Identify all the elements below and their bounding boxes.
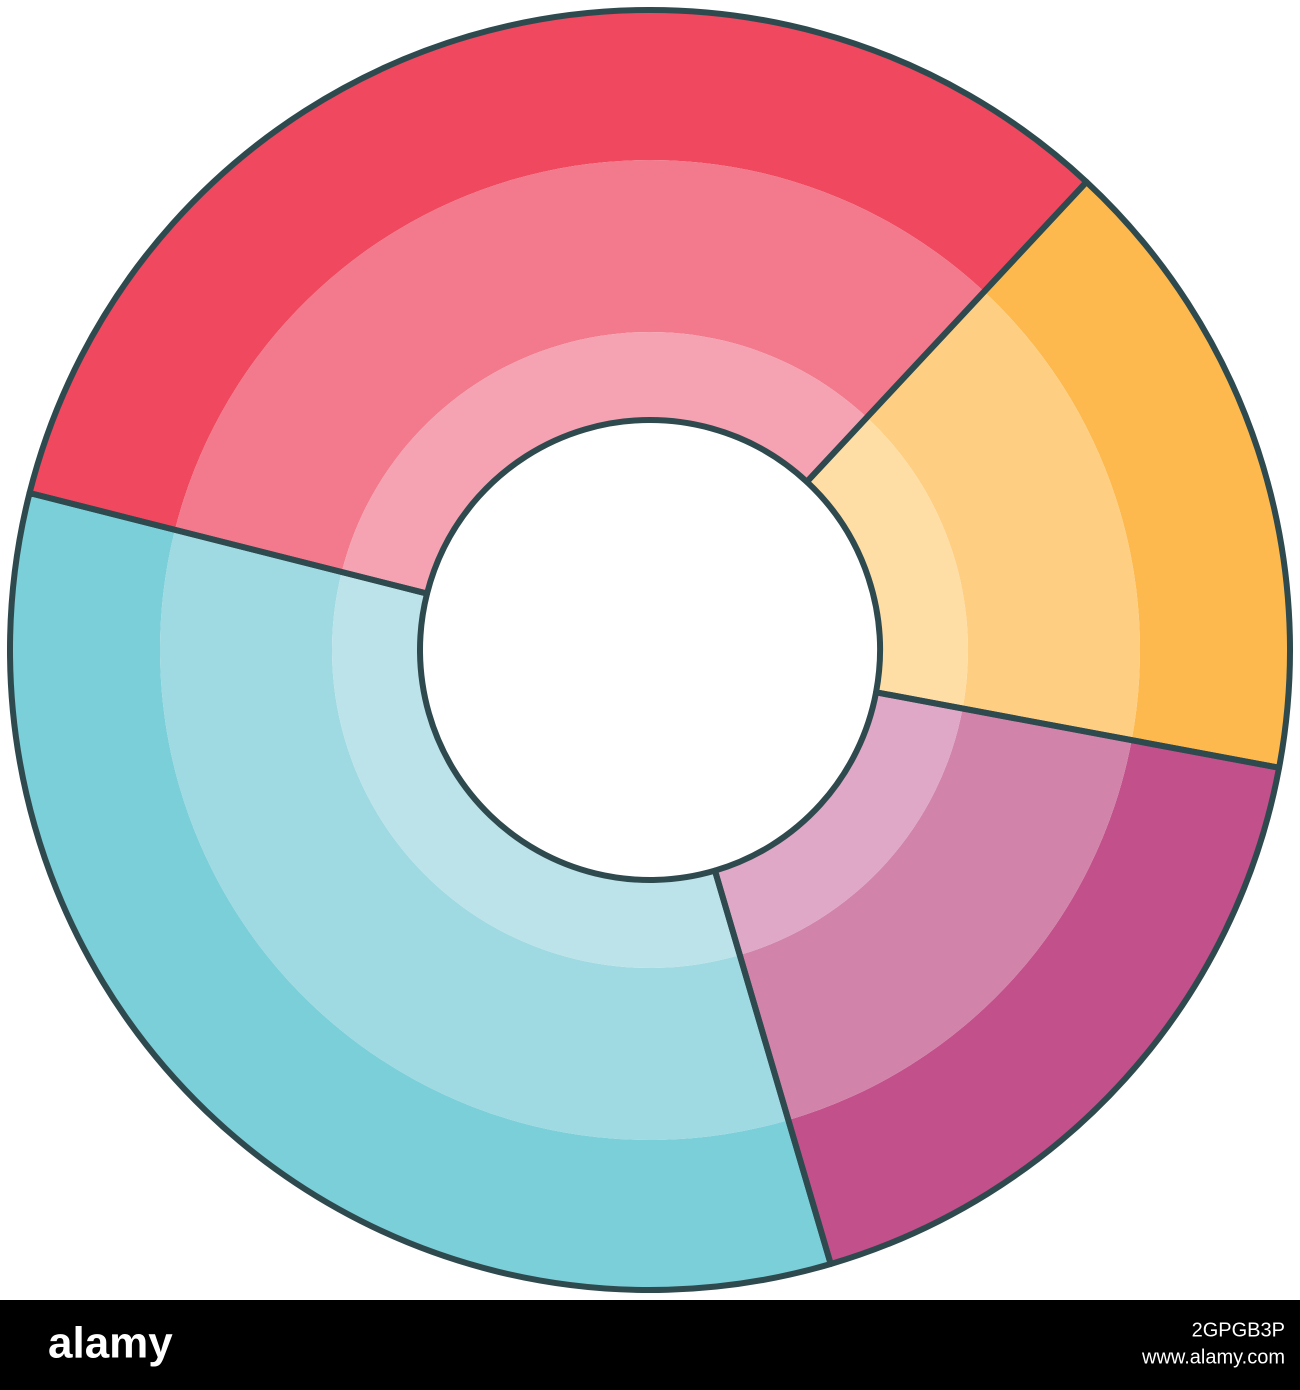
segment-band — [29, 9, 1087, 530]
segment-band — [806, 417, 968, 709]
segment-outline — [7, 490, 834, 1293]
segment-outline — [26, 7, 1090, 597]
brand: alamy — [48, 1319, 173, 1368]
segment-band — [788, 740, 1280, 1264]
segment-band — [9, 493, 831, 1290]
segment-band — [739, 708, 1132, 1121]
segment-outline — [803, 178, 1293, 771]
segment-band — [331, 571, 740, 969]
segment-band — [866, 291, 1140, 741]
image-id: 2GPGB3P — [1192, 1319, 1285, 1341]
site-url: www.alamy.com — [1141, 1346, 1285, 1368]
segment-outline — [711, 689, 1283, 1267]
donut-segment — [714, 692, 1280, 1264]
segment-band — [174, 160, 985, 572]
segment-band — [714, 692, 963, 956]
donut-segment — [9, 493, 831, 1290]
segment-band — [341, 332, 867, 594]
segment-band — [159, 529, 789, 1140]
footer-bar — [0, 1300, 1300, 1390]
donut-segment — [806, 181, 1290, 768]
donut-segment — [29, 9, 1087, 594]
segment-band — [984, 181, 1290, 768]
